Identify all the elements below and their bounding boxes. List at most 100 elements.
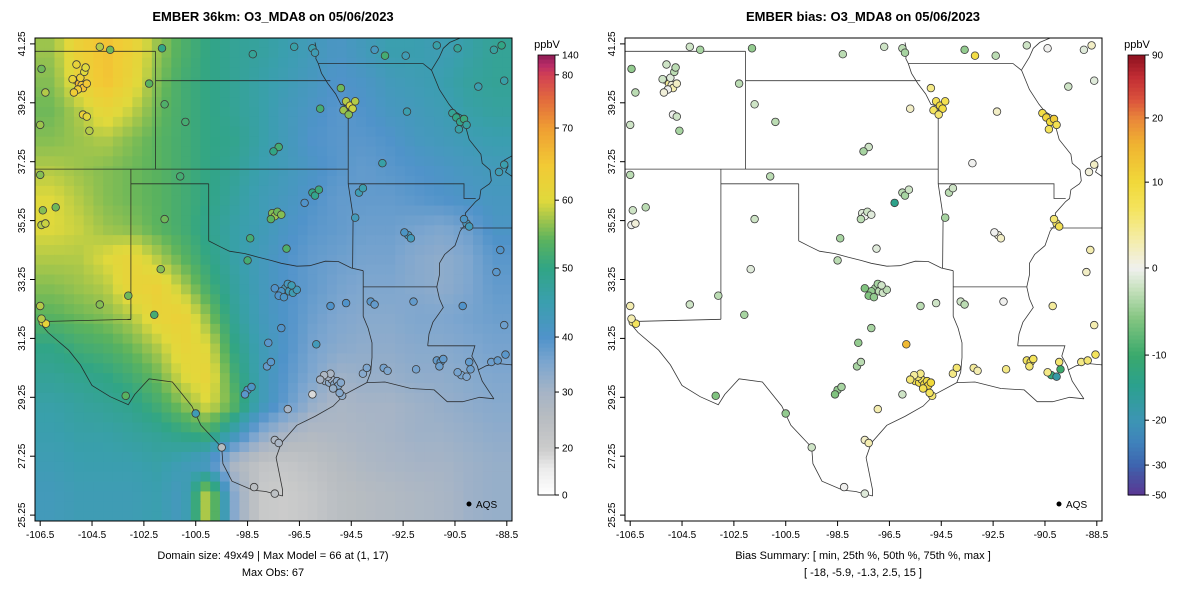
station-dot <box>627 64 636 74</box>
heatmap-cell <box>258 491 270 502</box>
heatmap-cell <box>288 47 299 59</box>
heatmap-cell <box>404 314 416 325</box>
heatmap-cell <box>278 176 289 187</box>
heatmap-cell <box>346 156 357 167</box>
colorbar-strip <box>1128 179 1145 184</box>
heatmap-cell <box>258 47 270 59</box>
station-dot <box>290 42 299 51</box>
heatmap-cell <box>258 294 270 305</box>
heatmap-cell <box>365 97 377 108</box>
heatmap-cell <box>502 107 512 118</box>
heatmap-cell <box>161 274 172 285</box>
heatmap-cell <box>219 383 231 394</box>
heatmap-cell <box>44 481 55 492</box>
heatmap-cell <box>346 373 357 384</box>
heatmap-cell <box>132 116 143 128</box>
heatmap-cell <box>404 501 416 512</box>
heatmap-cell <box>83 225 94 236</box>
heatmap-cell <box>44 205 55 216</box>
heatmap-cell <box>395 432 406 443</box>
heatmap-cell <box>112 422 124 433</box>
heatmap-cell <box>502 274 512 285</box>
heatmap-cell <box>297 77 309 88</box>
heatmap-cell <box>73 107 85 118</box>
heatmap-cell <box>288 314 299 325</box>
colorbar-strip <box>538 67 555 72</box>
plot-frame-right <box>624 37 1103 522</box>
station-dot <box>462 120 471 130</box>
heatmap-cell <box>356 363 367 374</box>
heatmap-cell <box>35 245 46 256</box>
heatmap-cell <box>307 57 318 69</box>
heatmap-cell <box>64 67 75 78</box>
colorbar-strip <box>538 423 555 428</box>
heatmap-cell <box>229 116 240 128</box>
x-tick-label: -94.5 <box>930 530 953 541</box>
heatmap-cell <box>239 422 250 433</box>
heatmap-cell <box>414 402 425 414</box>
colorbar-tick-label: 40 <box>562 333 574 344</box>
heatmap-cell <box>268 77 279 88</box>
heatmap-cell <box>132 402 143 414</box>
heatmap-cell <box>414 67 425 78</box>
heatmap-cell <box>268 501 279 512</box>
heatmap-cell <box>414 274 425 285</box>
heatmap-cell <box>142 176 153 187</box>
heatmap-cell <box>258 97 270 108</box>
colorbar-strip <box>538 187 555 192</box>
heatmap-cell <box>307 333 318 345</box>
heatmap-cell <box>103 402 114 414</box>
heatmap-cell <box>112 166 124 177</box>
heatmap-cell <box>414 166 425 177</box>
heatmap-cell <box>268 185 279 197</box>
heatmap-cell <box>142 67 153 78</box>
heatmap-cell <box>414 107 425 118</box>
heatmap-cell <box>492 402 503 414</box>
heatmap-cell <box>375 461 386 473</box>
heatmap-cell <box>73 314 85 325</box>
heatmap-cell <box>239 156 250 167</box>
heatmap-cell <box>103 225 114 236</box>
heatmap-cell <box>142 205 153 216</box>
y-tick-label: 33.25 <box>607 267 618 292</box>
heatmap-cell <box>492 87 503 98</box>
heatmap-cell <box>151 333 163 345</box>
heatmap-cell <box>346 363 357 374</box>
heatmap-cell <box>375 235 386 246</box>
heatmap-cell <box>492 156 503 167</box>
heatmap-cell <box>210 97 221 108</box>
heatmap-cell <box>229 185 240 197</box>
heatmap-cell <box>356 176 367 187</box>
heatmap-cell <box>365 225 377 236</box>
heatmap-cell <box>83 353 94 364</box>
station-dot <box>282 244 291 253</box>
heatmap-cell <box>83 185 94 197</box>
heatmap-cell <box>132 38 143 49</box>
heatmap-cell <box>122 254 133 266</box>
heatmap-cell <box>249 314 260 325</box>
heatmap-cell <box>268 57 279 69</box>
heatmap-cell <box>151 97 163 108</box>
heatmap-cell <box>219 215 231 226</box>
heatmap-cell <box>210 373 221 384</box>
heatmap-cell <box>93 333 104 345</box>
heatmap-cell <box>103 126 114 138</box>
station-dot <box>105 45 115 54</box>
station-dot <box>1056 365 1065 374</box>
heatmap-cell <box>239 274 250 285</box>
heatmap-cell <box>142 116 153 128</box>
colorbar-strip <box>1128 403 1145 408</box>
heatmap-cell <box>229 215 240 226</box>
heatmap-cell <box>492 38 503 49</box>
heatmap-cell <box>54 195 65 207</box>
heatmap-cell <box>375 116 386 128</box>
heatmap-cell <box>44 235 55 246</box>
heatmap-cell <box>210 185 221 197</box>
heatmap-cell <box>346 146 357 157</box>
heatmap-cell <box>414 294 425 305</box>
heatmap-cell <box>219 185 231 197</box>
heatmap-cell <box>93 185 104 197</box>
aqs-legend-right: AQS <box>1056 500 1087 511</box>
station-dot <box>462 372 471 381</box>
